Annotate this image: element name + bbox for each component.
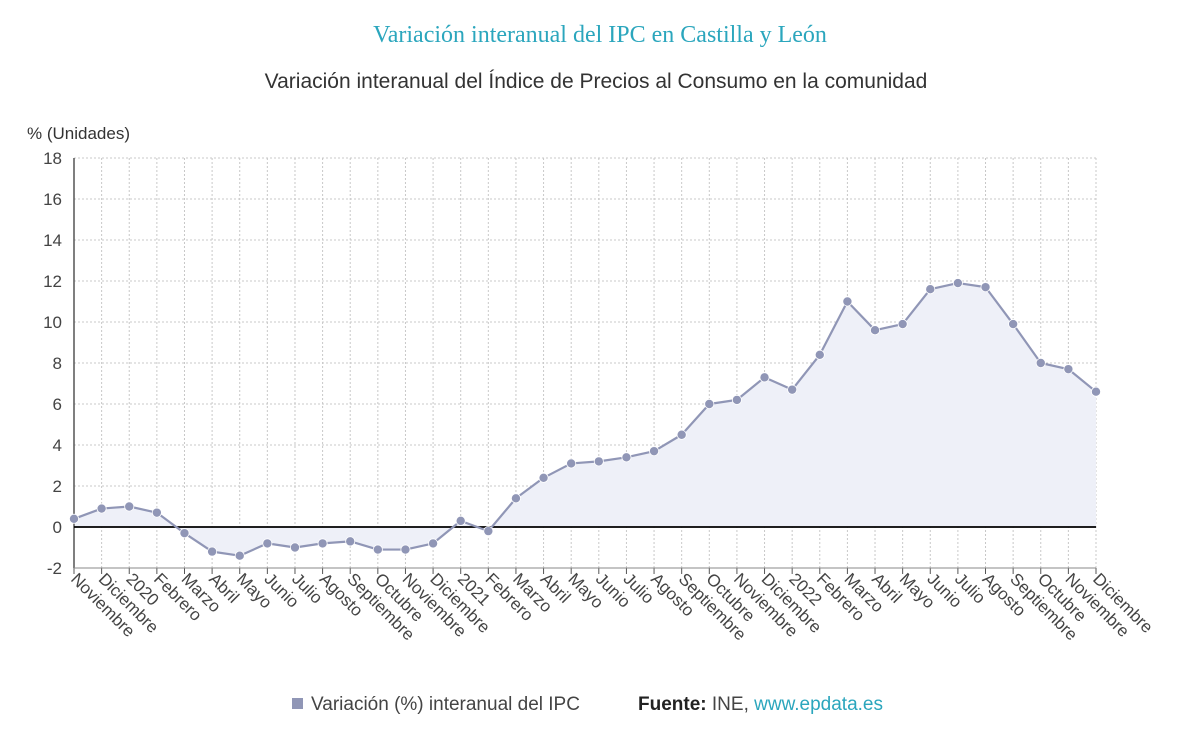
data-point[interactable] bbox=[952, 278, 963, 289]
y-tick-label: -2 bbox=[47, 559, 62, 578]
data-point[interactable] bbox=[731, 394, 742, 405]
legend-label: Variación (%) interanual del IPC bbox=[311, 694, 580, 715]
source-label: Fuente: bbox=[638, 694, 707, 715]
data-point[interactable] bbox=[566, 458, 577, 469]
data-point[interactable] bbox=[1063, 364, 1074, 375]
legend-swatch bbox=[292, 698, 303, 709]
data-point[interactable] bbox=[538, 472, 549, 483]
data-point[interactable] bbox=[179, 528, 190, 539]
data-point[interactable] bbox=[676, 429, 687, 440]
data-point[interactable] bbox=[317, 538, 328, 549]
data-point[interactable] bbox=[814, 349, 825, 360]
y-tick-label: 8 bbox=[53, 354, 62, 373]
data-point[interactable] bbox=[787, 384, 798, 395]
data-point[interactable] bbox=[1035, 357, 1046, 368]
y-tick-label: 14 bbox=[43, 231, 62, 250]
data-point[interactable] bbox=[400, 544, 411, 555]
data-point[interactable] bbox=[124, 501, 135, 512]
data-point[interactable] bbox=[428, 538, 439, 549]
data-point[interactable] bbox=[925, 284, 936, 295]
data-point[interactable] bbox=[207, 546, 218, 557]
data-point[interactable] bbox=[234, 550, 245, 561]
data-point[interactable] bbox=[1008, 319, 1019, 330]
source-link[interactable]: www.epdata.es bbox=[754, 694, 883, 715]
source-credit: Fuente: INE, www.epdata.es bbox=[638, 694, 883, 716]
y-tick-label: 10 bbox=[43, 313, 62, 332]
data-point[interactable] bbox=[483, 526, 494, 537]
series-area bbox=[74, 283, 1096, 556]
data-point[interactable] bbox=[289, 542, 300, 553]
data-point[interactable] bbox=[649, 446, 660, 457]
data-point[interactable] bbox=[980, 282, 991, 293]
data-point[interactable] bbox=[151, 507, 162, 518]
data-point[interactable] bbox=[455, 515, 466, 526]
data-point[interactable] bbox=[372, 544, 383, 555]
y-tick-label: 2 bbox=[53, 477, 62, 496]
data-point[interactable] bbox=[704, 398, 715, 409]
legend: Variación (%) interanual del IPC bbox=[292, 694, 580, 716]
data-point[interactable] bbox=[593, 456, 604, 467]
y-tick-label: 4 bbox=[53, 436, 62, 455]
data-point[interactable] bbox=[621, 452, 632, 463]
chart-title: Variación interanual del IPC en Castilla… bbox=[373, 22, 827, 48]
series-line bbox=[73, 281, 1097, 557]
data-point[interactable] bbox=[345, 536, 356, 547]
source-name: INE, bbox=[711, 694, 749, 715]
y-axis-label: % (Unidades) bbox=[27, 124, 130, 143]
y-tick-label: 6 bbox=[53, 395, 62, 414]
y-tick-label: 18 bbox=[43, 149, 62, 168]
data-point[interactable] bbox=[870, 325, 881, 336]
data-point[interactable] bbox=[96, 503, 107, 514]
data-point[interactable] bbox=[897, 319, 908, 330]
chart-subtitle: Variación interanual del Índice de Preci… bbox=[264, 70, 928, 93]
y-tick-label: 12 bbox=[43, 272, 62, 291]
y-tick-label: 0 bbox=[53, 518, 62, 537]
data-point[interactable] bbox=[262, 538, 273, 549]
data-point[interactable] bbox=[1091, 386, 1102, 397]
data-point[interactable] bbox=[510, 493, 521, 504]
y-tick-label: 16 bbox=[43, 190, 62, 209]
data-point[interactable] bbox=[69, 513, 80, 524]
data-point[interactable] bbox=[842, 296, 853, 307]
data-point[interactable] bbox=[759, 372, 770, 383]
